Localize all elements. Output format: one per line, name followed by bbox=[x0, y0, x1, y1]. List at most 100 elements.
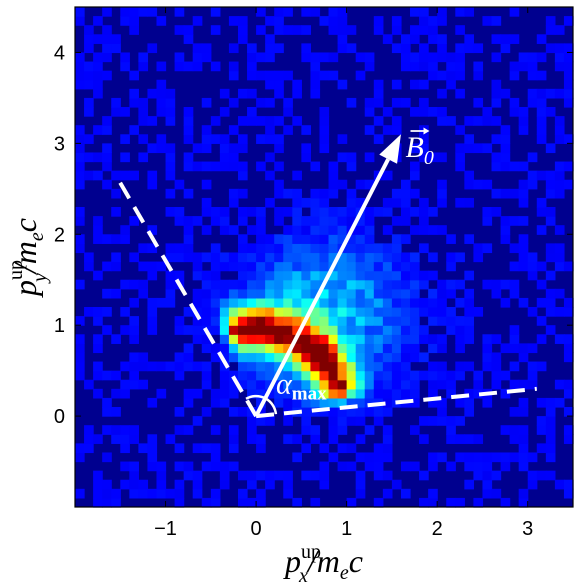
heatmap-cell bbox=[93, 388, 103, 399]
heatmap-cell bbox=[527, 479, 538, 490]
heatmap-cell bbox=[518, 497, 529, 508]
heatmap-cell bbox=[156, 297, 167, 308]
heatmap-cell bbox=[328, 297, 339, 308]
heatmap-cell bbox=[84, 79, 94, 90]
heatmap-cell bbox=[473, 143, 484, 154]
heatmap-cell bbox=[147, 361, 158, 372]
heatmap-cell bbox=[192, 334, 203, 344]
heatmap-cell bbox=[156, 79, 167, 90]
heatmap-cell bbox=[464, 407, 474, 417]
heatmap-cell bbox=[247, 207, 257, 217]
heatmap-cell bbox=[247, 416, 257, 426]
heatmap-cell bbox=[455, 334, 465, 344]
heatmap-cell bbox=[219, 307, 230, 317]
heatmap-cell bbox=[563, 479, 574, 490]
heatmap-cell bbox=[319, 307, 330, 317]
heatmap-cell bbox=[536, 334, 547, 344]
heatmap-cell bbox=[491, 488, 502, 499]
heatmap-cell bbox=[228, 152, 239, 163]
heatmap-cell bbox=[391, 16, 402, 26]
heatmap-cell bbox=[292, 25, 302, 35]
heatmap-cell bbox=[265, 343, 275, 354]
heatmap-cell bbox=[536, 443, 547, 454]
heatmap-cell bbox=[346, 397, 357, 408]
heatmap-cell bbox=[265, 234, 275, 244]
heatmap-cell bbox=[455, 452, 465, 463]
heatmap-cell bbox=[473, 252, 484, 263]
heatmap-cell bbox=[301, 370, 312, 381]
heatmap-cell bbox=[328, 361, 339, 372]
heatmap-cell bbox=[328, 216, 339, 226]
heatmap-cell bbox=[237, 497, 248, 508]
heatmap-cell bbox=[292, 352, 302, 363]
heatmap-cell bbox=[346, 379, 357, 390]
heatmap-cell bbox=[319, 225, 330, 235]
heatmap-cell bbox=[464, 197, 474, 208]
heatmap-cell bbox=[210, 288, 221, 299]
heatmap-cell bbox=[292, 316, 302, 326]
heatmap-cell bbox=[183, 243, 194, 254]
heatmap-cell bbox=[93, 52, 103, 63]
heatmap-cell bbox=[274, 188, 284, 199]
heatmap-cell bbox=[491, 334, 502, 344]
heatmap-cell bbox=[319, 407, 330, 417]
heatmap-cell bbox=[346, 207, 357, 217]
heatmap-cell bbox=[84, 434, 94, 444]
heatmap-cell bbox=[391, 307, 402, 317]
heatmap-cell bbox=[219, 161, 230, 172]
heatmap-cell bbox=[455, 61, 465, 72]
heatmap-cell bbox=[500, 297, 511, 308]
heatmap-cell bbox=[373, 352, 384, 363]
heatmap-cell bbox=[355, 52, 366, 63]
heatmap-cell bbox=[319, 70, 330, 81]
heatmap-cell bbox=[437, 107, 447, 117]
heatmap-cell bbox=[210, 7, 221, 17]
heatmap-cell bbox=[518, 234, 529, 244]
heatmap-cell bbox=[428, 107, 438, 117]
heatmap-cell bbox=[455, 143, 465, 154]
heatmap-cell bbox=[228, 425, 239, 435]
heatmap-cell bbox=[355, 279, 366, 290]
heatmap-cell bbox=[482, 334, 493, 344]
heatmap-cell bbox=[156, 388, 167, 399]
heatmap-cell bbox=[518, 179, 529, 190]
heatmap-cell bbox=[491, 52, 502, 63]
heatmap-cell bbox=[364, 225, 375, 235]
heatmap-cell bbox=[120, 325, 130, 335]
heatmap-cell bbox=[337, 343, 348, 354]
heatmap-cell bbox=[210, 461, 221, 472]
heatmap-cell bbox=[247, 379, 257, 390]
heatmap-cell bbox=[527, 261, 538, 272]
heatmap-cell bbox=[93, 70, 103, 81]
heatmap-cell bbox=[274, 352, 284, 363]
heatmap-cell bbox=[328, 25, 339, 35]
heatmap-cell bbox=[319, 361, 330, 372]
heatmap-cell bbox=[491, 97, 502, 108]
heatmap-cell bbox=[201, 125, 212, 135]
heatmap-cell bbox=[210, 452, 221, 463]
heatmap-cell bbox=[527, 61, 538, 72]
heatmap-cell bbox=[247, 70, 257, 81]
x-tick-label: 0 bbox=[251, 518, 262, 540]
heatmap-cell bbox=[75, 61, 85, 72]
heatmap-cell bbox=[545, 25, 556, 35]
heatmap-cell bbox=[464, 43, 474, 54]
heatmap-cell bbox=[247, 470, 257, 481]
heatmap-cell bbox=[265, 70, 275, 81]
heatmap-cell bbox=[545, 407, 556, 417]
heatmap-cell bbox=[138, 7, 149, 17]
heatmap-cell bbox=[373, 379, 384, 390]
heatmap-cell bbox=[464, 143, 474, 154]
heatmap-cell bbox=[500, 125, 511, 135]
heatmap-cell bbox=[545, 252, 556, 263]
heatmap-cell bbox=[228, 370, 239, 381]
heatmap-cell bbox=[337, 407, 348, 417]
heatmap-cell bbox=[138, 134, 149, 144]
heatmap-cell bbox=[93, 225, 103, 235]
heatmap-cell bbox=[355, 325, 366, 335]
heatmap-cell bbox=[292, 343, 302, 354]
heatmap-cell bbox=[283, 125, 293, 135]
heatmap-cell bbox=[500, 143, 511, 154]
heatmap-cell bbox=[328, 379, 339, 390]
heatmap-cell bbox=[156, 470, 167, 481]
